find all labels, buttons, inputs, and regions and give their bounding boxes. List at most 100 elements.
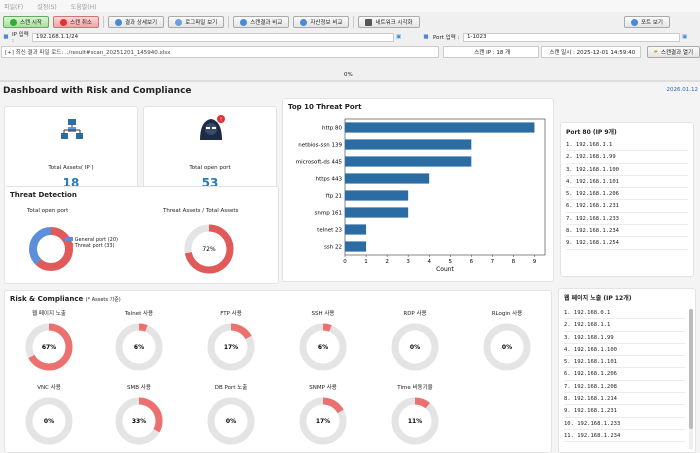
progress-bar (0, 80, 700, 82)
list-item[interactable]: 5. 192.168.1.206 (566, 188, 688, 201)
risk-ring-bg (391, 323, 439, 371)
list-item[interactable]: 4. 192.168.1.101 (566, 176, 688, 189)
scan-ip-count: 스캔 IP : 18 개 (442, 46, 539, 58)
open-port-title: Total open port (27, 208, 69, 214)
risk-value: 33% (132, 418, 146, 425)
legend-swatch-general (65, 237, 73, 241)
list-item[interactable]: 7. 192.168.1.208 (564, 381, 685, 394)
open-port-legend: General port (20) Threat port (33) (65, 237, 118, 249)
risk-title: Risk & Compliance (* Assets 기준) (10, 295, 121, 303)
asset-compare-button[interactable]: 자산정보 비교 (293, 16, 350, 28)
risk-donut: 67% (25, 323, 73, 371)
threat-detection-title: Threat Detection (10, 191, 77, 199)
list-item[interactable]: 10. 192.168.1.233 (564, 418, 685, 430)
risk-ring-bg (25, 397, 73, 445)
dashboard-date: 2026.01.12 (666, 87, 699, 93)
page-title: Dashboard with Risk and Compliance (3, 86, 192, 96)
port-input[interactable]: 1-1023 (463, 32, 680, 42)
list-item[interactable]: 8. 192.168.1.234 (566, 225, 688, 238)
port-label: Port 입력 : (433, 35, 460, 41)
list-item[interactable]: 8. 192.168.1.214 (564, 393, 685, 406)
toolbar-divider (103, 16, 104, 28)
compare-icon (240, 18, 248, 26)
bar (345, 122, 535, 133)
folder-icon: ▰ (653, 49, 658, 55)
risk-label: SMB 사용 (127, 385, 151, 391)
scrollbar-thumb[interactable] (689, 309, 693, 429)
webpage-scrollbar[interactable] (689, 309, 693, 449)
risk-ring-bg (207, 397, 255, 445)
risk-ring-fill (25, 323, 73, 371)
toolbar-divider (228, 16, 230, 28)
port-icon (631, 18, 638, 26)
hacker-icon: ! (200, 115, 225, 140)
result-detail-button[interactable]: 결과 상세보기 (108, 16, 165, 28)
risk-label: Time 비동기율 (397, 385, 433, 391)
list-item[interactable]: 5. 192.168.1.101 (564, 356, 685, 369)
webpage-card: 웹 페이지 노출 (IP 12개) 1. 192.168.0.1 2. 192.1… (558, 288, 696, 453)
list-item[interactable]: 2. 192.168.1.1 (564, 319, 685, 332)
category-label: snmp 161 (315, 211, 342, 217)
menu-help[interactable]: 도움말(H) (70, 3, 97, 11)
scan-stop-button[interactable]: 스캔 취소 (53, 16, 99, 28)
list-item[interactable]: 6. 192.168.1.231 (566, 200, 688, 213)
x-tick-label: 2 (385, 259, 389, 265)
risk-label: RDP 사용 (403, 311, 427, 317)
x-tick-label: 3 (406, 259, 410, 265)
menu-file[interactable]: 파일(F) (4, 3, 24, 11)
category-label: ftp 21 (326, 194, 342, 200)
asset-icon (300, 18, 308, 26)
document-icon (115, 18, 122, 26)
x-tick-label: 7 (491, 259, 495, 265)
risk-donut: 0% (207, 397, 255, 445)
legend-general: General port (20) (74, 237, 118, 243)
category-label: netbios-ssn 139 (298, 143, 342, 149)
risk-value: 67% (42, 344, 56, 351)
risk-value: 6% (318, 344, 328, 351)
list-item[interactable]: 9. 192.168.1.254 (566, 237, 688, 250)
port-view-button[interactable]: 포트 보기 (624, 16, 670, 28)
risk-donut: 0% (25, 397, 73, 445)
risk-ring-fill (299, 323, 347, 371)
ratio-ring-fill (184, 224, 234, 274)
port-save-icon[interactable]: ▣ (682, 34, 688, 40)
x-tick-label: 5 (449, 259, 453, 265)
risk-value: 17% (316, 418, 330, 425)
list-item[interactable]: 11. 192.168.1.234 (564, 430, 685, 443)
risk-label: 웹 페이지 노출 (32, 311, 66, 317)
x-tick-label: 6 (470, 259, 474, 265)
network-icon (61, 119, 83, 139)
ip-save-icon[interactable]: ▣ (396, 34, 402, 40)
bar (345, 190, 409, 201)
chart-frame (344, 118, 546, 256)
legend-swatch-threat (65, 243, 73, 247)
risk-value: 0% (502, 344, 512, 351)
risk-label: SNMP 사용 (309, 385, 337, 391)
x-tick-label: 0 (343, 259, 347, 265)
ratio-label: 72% (202, 246, 216, 253)
list-item[interactable]: 1. 192.168.0.1 (564, 307, 685, 320)
scan-start-button[interactable]: 스캔 시작 (3, 16, 49, 28)
menu-bar: 파일(F) 설정(S) 도움말(H) (0, 0, 700, 12)
list-item[interactable]: 3. 192.168.1.100 (566, 164, 688, 176)
list-item[interactable]: 2. 192.168.1.99 (566, 151, 688, 164)
menu-settings[interactable]: 설정(S) (37, 3, 57, 11)
list-item[interactable]: 3. 192.168.1.99 (564, 332, 685, 344)
ip-icon: ■ (3, 34, 9, 40)
list-item[interactable]: 4. 192.168.1.100 (564, 344, 685, 357)
compare-results-button[interactable]: 스캔결과 비교 (233, 16, 290, 28)
total-assets-card: Total Assets( IP ) 18 (4, 106, 138, 198)
category-label: https 443 (316, 177, 343, 183)
list-item[interactable]: 6. 192.168.1.206 (564, 368, 685, 381)
list-item[interactable]: 1. 192.168.1.1 (566, 139, 688, 152)
x-tick-label: 8 (512, 259, 516, 265)
port80-card: Port 80 (IP 9개) 1. 192.168.1.1 2. 192.168… (560, 122, 694, 277)
list-item[interactable]: 9. 192.168.1.231 (564, 405, 685, 418)
ip-input[interactable]: 192.168.1.1/24 (32, 32, 394, 42)
open-results-button[interactable]: ▰ 스캔결과 열기 (646, 46, 700, 58)
risk-donut: 0% (391, 323, 439, 371)
network-visualize-button[interactable]: 네트워크 시각화 (358, 16, 420, 28)
top-threat-port-chart: http 80 netbios-ssn 139 microsoft-ds 445 ht… (296, 118, 546, 273)
list-item[interactable]: 7. 192.168.1.233 (566, 213, 688, 226)
log-file-button[interactable]: 로그파일 보기 (168, 16, 225, 28)
